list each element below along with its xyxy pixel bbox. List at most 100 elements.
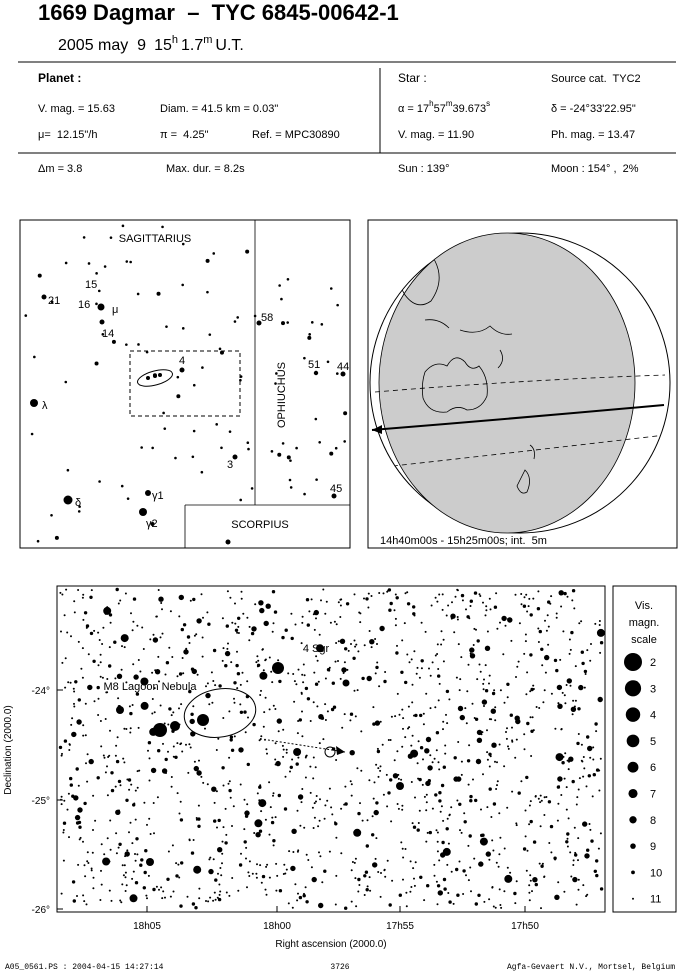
star xyxy=(87,653,90,656)
star xyxy=(59,591,62,594)
star xyxy=(401,804,404,807)
star xyxy=(402,727,404,730)
star xyxy=(314,682,319,686)
star xyxy=(433,757,436,760)
star xyxy=(563,777,566,780)
star xyxy=(265,893,268,896)
star xyxy=(450,613,456,619)
star xyxy=(312,613,315,616)
star xyxy=(450,870,453,873)
star xyxy=(371,833,375,837)
star xyxy=(410,744,413,747)
star xyxy=(189,746,192,749)
time-system: U.T. xyxy=(215,37,243,54)
star xyxy=(343,661,346,664)
star xyxy=(472,778,474,781)
star xyxy=(505,737,508,740)
planet-reference: Ref. = MPC30890 xyxy=(252,129,340,141)
star xyxy=(195,866,199,870)
star xyxy=(82,894,85,897)
star xyxy=(496,627,499,630)
star xyxy=(442,728,444,731)
star xyxy=(304,686,309,691)
star xyxy=(560,728,563,730)
star xyxy=(68,743,71,746)
star xyxy=(260,735,263,738)
star xyxy=(231,825,233,827)
star xyxy=(228,756,231,759)
star xyxy=(422,723,425,726)
star xyxy=(453,756,457,760)
star xyxy=(235,663,239,668)
star xyxy=(214,898,217,901)
star xyxy=(427,779,431,783)
star xyxy=(599,641,604,645)
star xyxy=(151,671,154,674)
star xyxy=(484,614,487,617)
star xyxy=(101,333,105,336)
star xyxy=(343,440,346,443)
star xyxy=(151,698,154,700)
star xyxy=(278,284,281,287)
star xyxy=(412,605,416,609)
continent xyxy=(421,357,488,413)
star xyxy=(586,649,589,652)
star xyxy=(478,663,481,666)
star xyxy=(496,784,498,787)
star xyxy=(212,899,215,902)
star xyxy=(489,608,492,611)
star xyxy=(125,343,128,346)
star xyxy=(335,836,338,839)
star xyxy=(568,652,571,655)
star xyxy=(77,640,80,643)
star xyxy=(178,594,184,601)
star xyxy=(598,620,601,622)
star xyxy=(478,861,484,867)
footer-file: A05_0561.PS : 2004-04-15 14:27:14 xyxy=(5,963,164,972)
star xyxy=(300,801,303,804)
star xyxy=(495,861,498,864)
star xyxy=(453,631,456,634)
star xyxy=(469,866,472,869)
star xyxy=(536,607,541,611)
star xyxy=(557,776,563,782)
star xyxy=(353,828,362,837)
star xyxy=(370,595,373,597)
star xyxy=(528,884,531,887)
star xyxy=(375,665,379,670)
star xyxy=(429,674,432,677)
star xyxy=(117,846,120,849)
star xyxy=(555,668,559,673)
star xyxy=(169,610,172,613)
star xyxy=(410,781,413,783)
star xyxy=(297,892,299,895)
star xyxy=(572,876,578,883)
star xyxy=(374,638,377,640)
star xyxy=(246,616,249,619)
star xyxy=(586,848,590,852)
star xyxy=(274,708,277,710)
delta-mag: Δm = 3.8 xyxy=(38,163,82,175)
star xyxy=(557,802,560,805)
star xyxy=(60,754,63,757)
star xyxy=(170,776,173,778)
star xyxy=(64,657,67,660)
star xyxy=(484,645,491,651)
continent xyxy=(516,444,535,494)
star xyxy=(534,882,538,887)
star xyxy=(542,701,545,704)
star xyxy=(153,687,156,690)
star xyxy=(592,773,596,777)
star xyxy=(501,615,507,622)
star xyxy=(96,776,100,780)
star xyxy=(474,902,478,906)
star xyxy=(221,617,224,620)
star xyxy=(425,793,428,796)
planet-vmag: V. mag. = 15.63 xyxy=(38,103,115,115)
star-label: γ1 xyxy=(152,490,164,502)
star xyxy=(143,801,146,804)
star xyxy=(469,605,472,607)
star xyxy=(401,808,404,811)
star xyxy=(292,851,295,853)
star xyxy=(276,874,279,877)
